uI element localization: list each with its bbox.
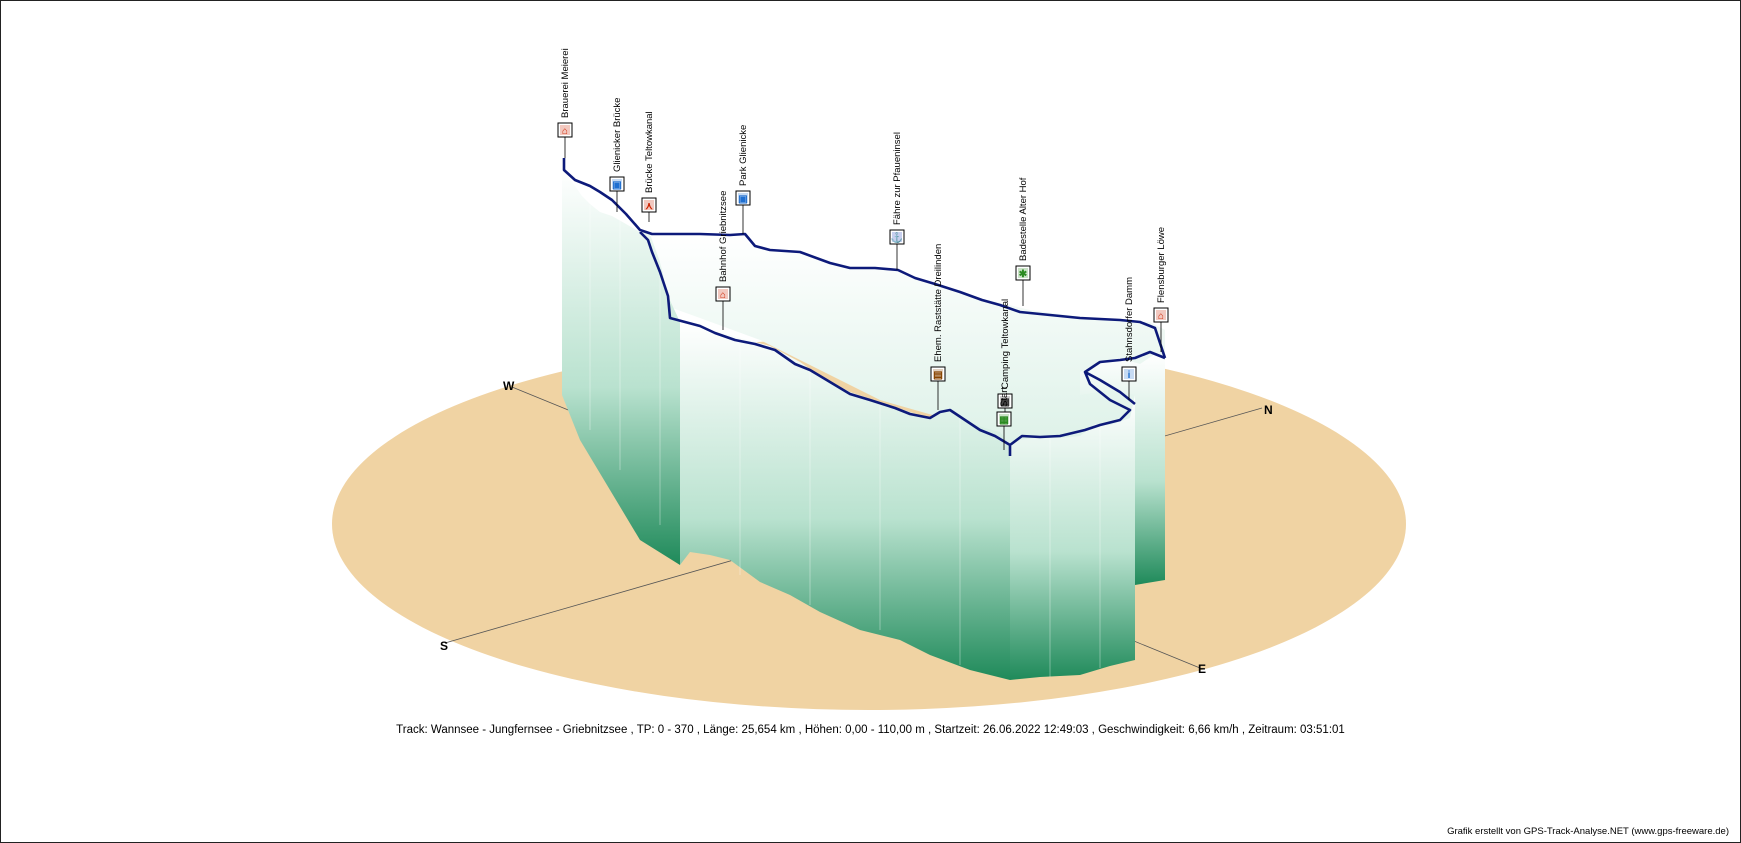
waypoint-3-icon-fill	[738, 193, 748, 203]
track-summary: Track: Wannsee - Jungfernsee - Griebnitz…	[396, 724, 1345, 736]
waypoint-9-icon-glyph: ▦	[999, 415, 1008, 426]
waypoint-8-icon-fill	[1000, 396, 1010, 406]
waypoint-8-icon-glyph: ▦	[1000, 397, 1009, 408]
compass-s: S	[440, 639, 448, 653]
compass-n: N	[1264, 403, 1273, 417]
waypoint-5-ferry-icon[interactable]	[889, 229, 905, 245]
waypoint-9-start-flag-icon[interactable]	[996, 411, 1012, 427]
waypoint-6-building-icon[interactable]	[930, 366, 946, 382]
waypoint-0-icon-glyph: ⌂	[562, 126, 568, 137]
compass-w: W	[503, 379, 515, 393]
front-wall-west	[562, 170, 680, 565]
waypoint-10-info-icon[interactable]	[1121, 366, 1137, 382]
waypoint-1-label: Glienicker Brücke	[612, 98, 623, 172]
waypoint-4-station-icon[interactable]	[715, 286, 731, 302]
waypoint-3-label: Park Glienicke	[738, 125, 749, 186]
back-wall	[650, 234, 1165, 580]
waypoint-0-icon-fill	[560, 125, 570, 135]
waypoint-10-icon-fill	[1124, 369, 1134, 379]
waypoint-3-photo-icon[interactable]	[735, 190, 751, 206]
front-wall-middle	[680, 322, 1010, 680]
waypoint-2-icon-glyph: ⋏	[644, 201, 653, 212]
waypoint-0-restaurant-icon[interactable]	[557, 122, 573, 138]
waypoint-3-icon-glyph: ▣	[738, 194, 747, 205]
waypoint-11-label: Flensburger Löwe	[1156, 227, 1167, 303]
waypoint-8-finish-flag-icon[interactable]	[997, 393, 1013, 409]
waypoint-5-icon-fill	[892, 232, 902, 242]
waypoint-6-icon-glyph: ▤	[933, 370, 942, 381]
waypoint-6-label: Ehem. Raststätte Dreilinden	[933, 244, 944, 362]
waypoint-2-bridge-icon[interactable]	[641, 197, 657, 213]
waypoint-9-icon-fill	[999, 414, 1009, 424]
waypoint-1-icon-fill	[612, 179, 622, 189]
front-wall-east	[1010, 395, 1135, 680]
waypoint-6-icon-fill	[933, 369, 943, 379]
waypoint-2-label: Brücke Teltowkanal	[644, 111, 655, 193]
waypoint-7-icon-glyph: ✱	[1019, 269, 1028, 280]
waypoint-7-icon-fill	[1018, 268, 1028, 278]
waypoint-5-icon-glyph: ⚓	[891, 231, 903, 244]
waypoint-11-icon-fill	[1156, 310, 1166, 320]
waypoint-9-label: Start	[999, 387, 1010, 407]
waypoint-4-icon-fill	[718, 289, 728, 299]
waypoint-10-icon-glyph: i	[1128, 370, 1131, 381]
front-wall-northeast	[1080, 354, 1165, 585]
waypoint-5-label: Fähre zur Pfaueninsel	[892, 132, 903, 225]
waypoint-10-label: Stahnsdorfer Damm	[1124, 277, 1135, 362]
waypoint-4-label: Bahnhof Griebnitzsee	[718, 191, 729, 282]
track-line	[562, 158, 1167, 456]
credit-text: Grafik erstellt von GPS-Track-Analyse.NE…	[1447, 826, 1729, 837]
compass-e: E	[1198, 662, 1206, 676]
waypoint-2-icon-fill	[644, 200, 654, 210]
waypoint-0-label: Brauerei Meierei	[560, 48, 571, 118]
waypoint-8-label: Camping Teltowkanal	[1000, 299, 1011, 389]
waypoint-7-swimming-icon[interactable]	[1015, 265, 1031, 281]
wall-stripes	[589, 205, 1101, 677]
waypoint-4-icon-glyph: ⌂	[720, 290, 726, 301]
waypoint-1-photo-icon[interactable]	[609, 176, 625, 192]
waypoint-1-icon-glyph: ▣	[612, 180, 621, 191]
waypoint-11-icon-glyph: ⌂	[1158, 311, 1164, 322]
waypoint-7-label: Badestelle Alter Hof	[1018, 177, 1029, 261]
waypoint-11-monument-icon[interactable]	[1153, 307, 1169, 323]
